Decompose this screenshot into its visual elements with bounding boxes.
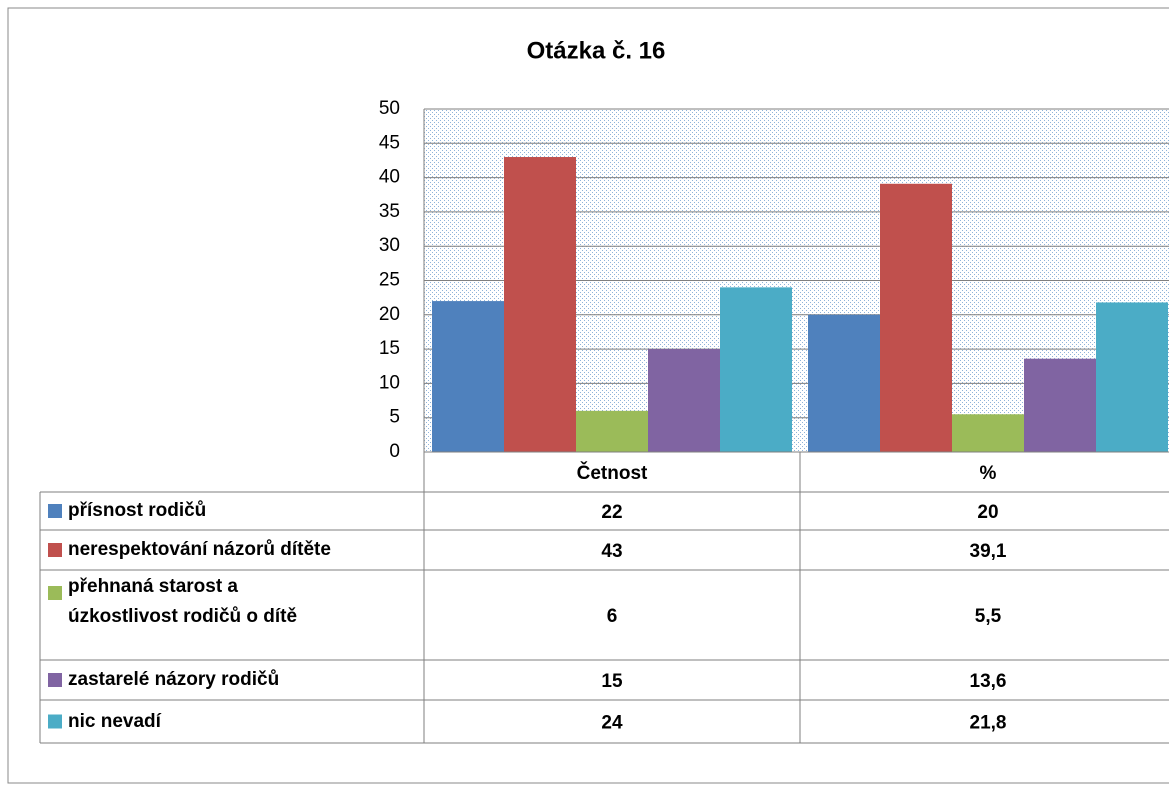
bar [808,314,880,452]
bar [1096,302,1168,452]
y-tick-label: 40 [379,167,400,188]
table-value: 6 [607,606,618,627]
x-tick-label: Četnost [577,462,648,484]
y-tick-label: 5 [389,407,400,428]
legend-label: přísnost rodičů [68,500,207,521]
table-value: 21,8 [970,713,1007,734]
bar [648,349,720,452]
legend-cell: nic nevadí [68,710,161,732]
table-value: 24 [601,713,623,734]
legend-key [48,673,62,687]
legend-key [48,504,62,518]
legend-cell: přehnaná starost a úzkostlivost rodičů o… [68,576,298,627]
table-value: 13,6 [970,671,1007,692]
y-tick-label: 15 [379,338,400,359]
bar [880,183,952,453]
x-tick-label: % [980,463,997,484]
legend-cell: zastarelé názory rodičů [68,669,280,690]
legend-label: zastarelé názory rodičů [68,669,280,690]
legend-key [48,543,62,557]
table-value: 43 [601,541,622,562]
legend-key [48,714,62,729]
y-tick-label: 45 [379,132,400,153]
table-value: 15 [601,671,623,692]
legend-key [48,586,62,600]
y-tick-label: 30 [379,235,400,256]
legend-cell: přísnost rodičů [68,500,207,521]
y-tick-label: 25 [379,270,400,291]
bar [504,157,576,452]
chart-title: Otázka č. 16 [527,37,666,64]
bar [952,414,1024,452]
table-value: 39,1 [970,541,1007,562]
table-value: 20 [977,502,998,523]
y-tick-label: 50 [379,98,400,119]
bar [1024,358,1096,452]
y-tick-label: 10 [379,372,400,393]
legend-label: nerespektování názorů dítěte [68,539,331,560]
table-value: 5,5 [975,606,1002,627]
y-tick-label: 0 [389,441,400,462]
bar [432,301,504,452]
bar [576,410,648,452]
bar [720,287,792,452]
legend-label: nic nevadí [68,710,161,732]
y-tick-label: 35 [379,201,400,222]
legend-cell: nerespektování názorů dítěte [68,539,331,560]
y-tick-label: 20 [379,304,400,325]
legend-label: přehnaná starost a úzkostlivost rodičů o… [68,576,298,627]
table-value: 22 [601,502,622,523]
